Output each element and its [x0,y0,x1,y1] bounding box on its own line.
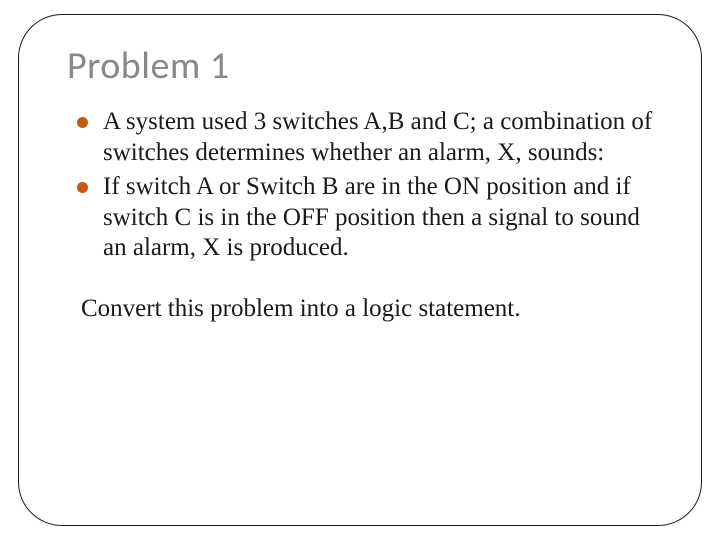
bullet-list: A system used 3 switches A,B and C; a co… [59,107,661,264]
instruction-paragraph: Convert this problem into a logic statem… [81,294,661,325]
bullet-item: If switch A or Switch B are in the ON po… [77,172,661,264]
slide-title: Problem 1 [67,43,661,89]
bullet-item: A system used 3 switches A,B and C; a co… [77,107,661,168]
slide-frame: Problem 1 A system used 3 switches A,B a… [18,14,702,526]
